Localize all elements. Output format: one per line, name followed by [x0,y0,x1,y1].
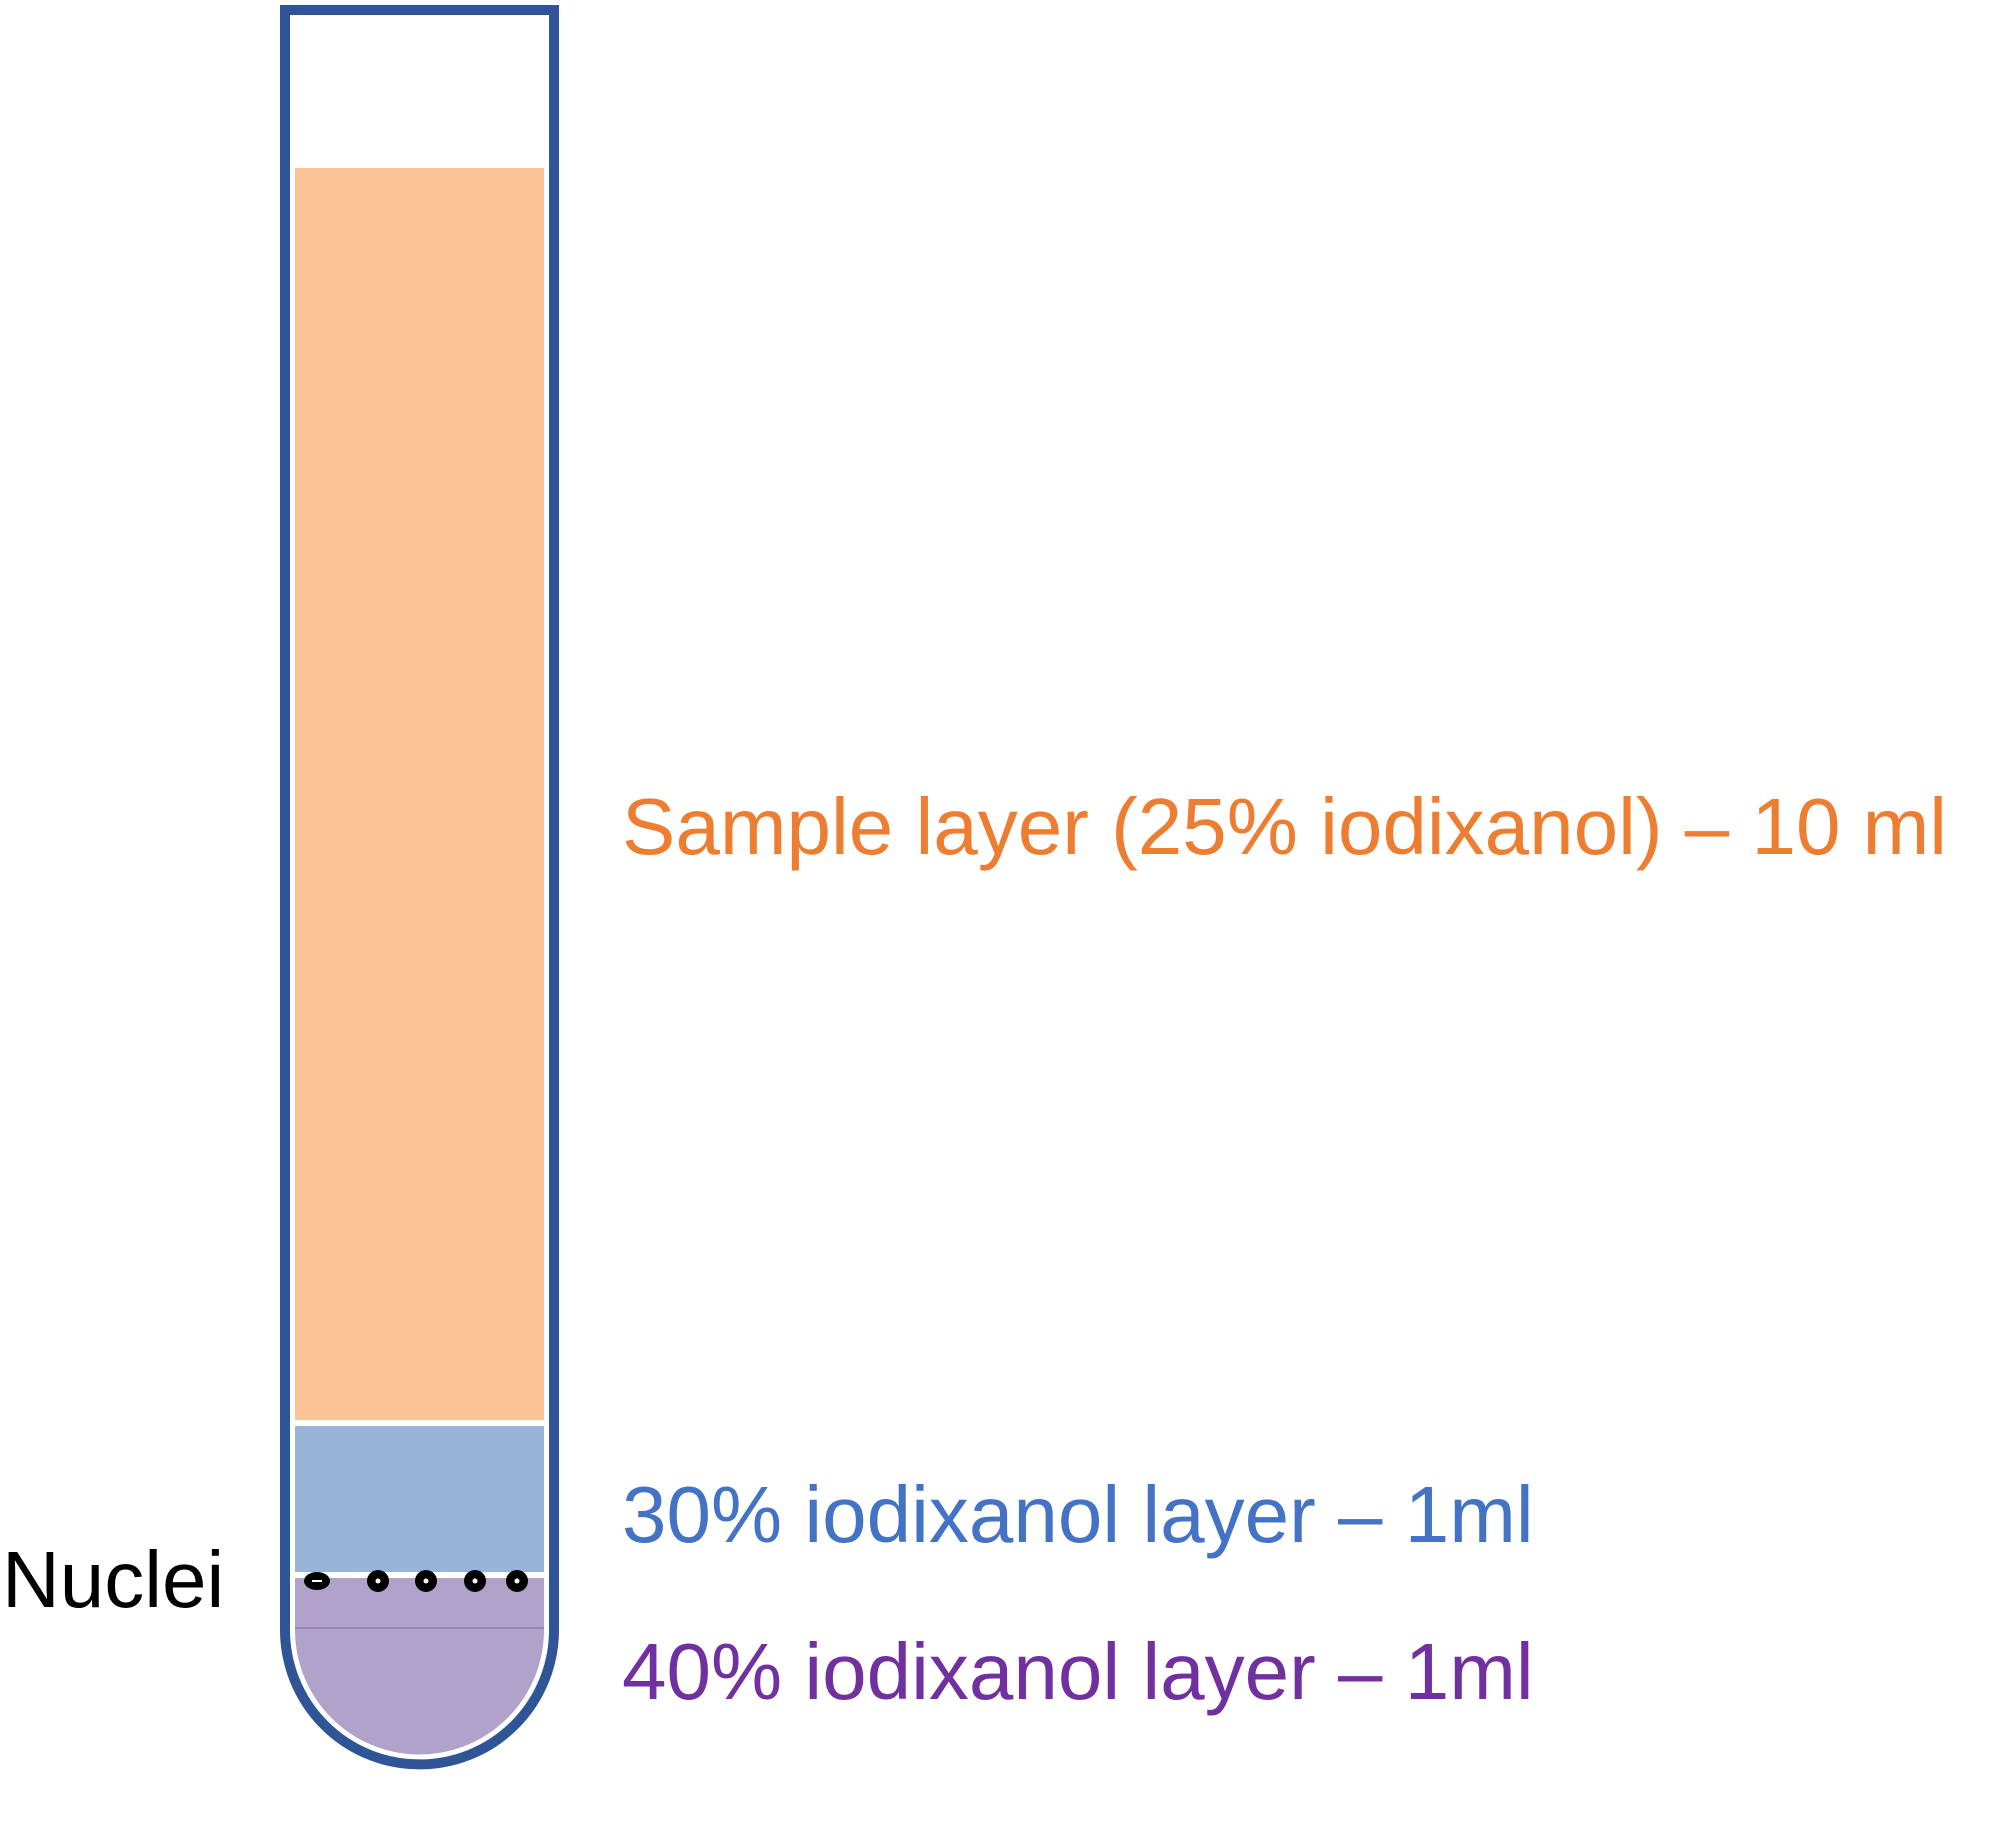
separator-sample-30 [295,1420,544,1426]
sample-layer-label: Sample layer (25% iodixanol) – 10 ml [622,782,1948,871]
layer-30-label: 30% iodixanol layer – 1ml [622,1470,1534,1559]
nucleus-dot-mark [514,1578,520,1584]
nucleus-dot-mark [423,1578,429,1584]
layer-30-fill [295,1426,544,1572]
tube-outline [280,5,559,1770]
nuclei-label: Nuclei [2,1535,225,1624]
layer-40-label: 40% iodixanol layer – 1ml [622,1627,1534,1716]
layer-40-fill [295,1578,544,1755]
nucleus-dot-mark [472,1578,478,1584]
sample-layer-fill [295,168,544,1420]
nuclei-dots [304,1570,528,1592]
nucleus-dot-mark [375,1578,381,1584]
